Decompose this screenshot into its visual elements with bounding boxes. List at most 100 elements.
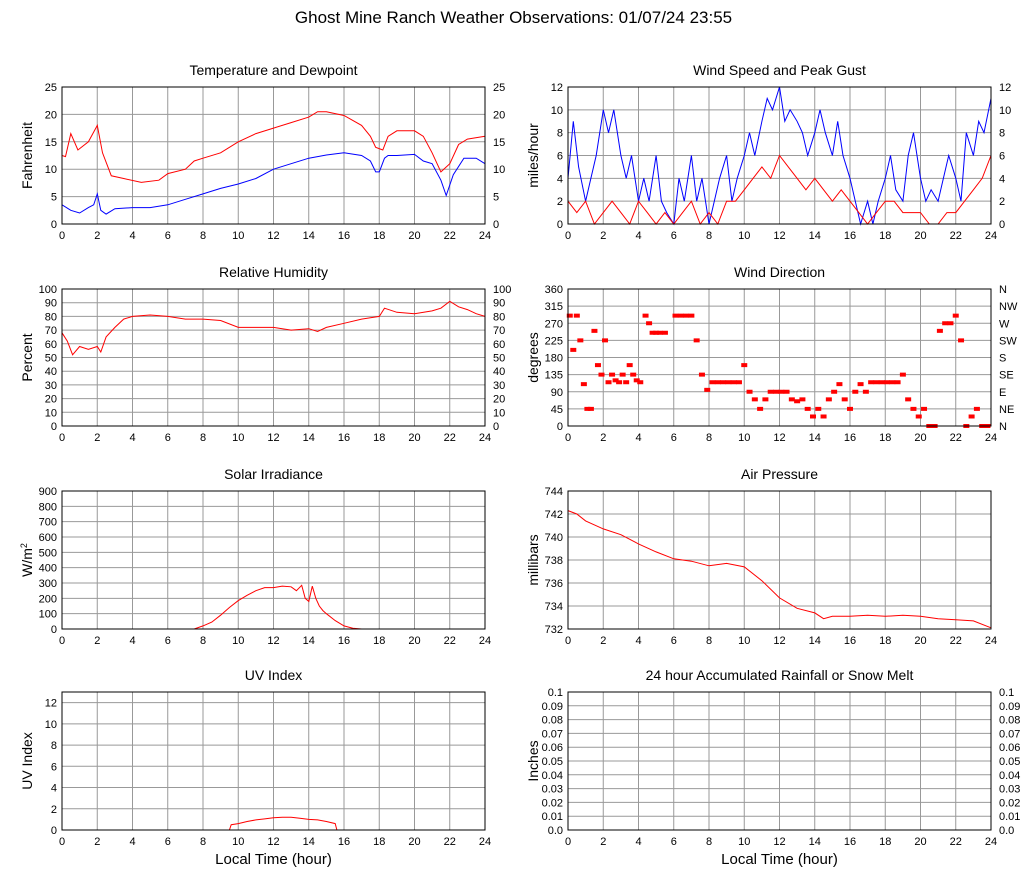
uv-xtick-label: 22 — [444, 836, 456, 848]
rh-xtick-label: 22 — [444, 432, 456, 444]
wdir-point — [656, 330, 663, 335]
rain-ytick-label: 0.03 — [542, 784, 563, 796]
rain-xtick-label: 14 — [809, 836, 821, 848]
rain-ytick-label: 0.08 — [542, 715, 563, 727]
wind-series-red-line — [567, 154, 992, 226]
wdir-point — [831, 389, 838, 394]
rh-ylabel: Percent — [19, 333, 35, 381]
uv-series-red-line — [62, 816, 485, 831]
uv-xtick-label: 14 — [303, 836, 315, 848]
rh-right-tick-label: 20 — [493, 394, 505, 406]
solar-ytick-label: 500 — [39, 547, 57, 559]
wdir-point — [735, 380, 742, 385]
rain-ytick-label: 0.06 — [542, 742, 563, 754]
rh-xtick-label: 4 — [129, 432, 135, 444]
wdir-point — [633, 378, 640, 383]
wind-xtick-label: 10 — [738, 230, 750, 242]
wdir-xtick-label: 0 — [565, 432, 571, 444]
uv-ytick-label: 4 — [51, 783, 57, 795]
rh-right-tick-label: 30 — [493, 380, 505, 392]
wdir-point — [577, 338, 584, 343]
temp-right-tick-label: 15 — [493, 137, 505, 149]
pressure-xtick-label: 4 — [635, 635, 641, 647]
temp-right-tick-label: 5 — [493, 192, 499, 204]
temp-series-red-line — [61, 111, 486, 183]
solar-ylabel: W/m2 — [19, 543, 35, 577]
rain-plot-frame — [567, 691, 992, 831]
uv-ytick-label: 8 — [51, 740, 57, 752]
solar-ytick-label: 700 — [39, 517, 57, 529]
rh-ytick-label: 40 — [45, 366, 57, 378]
wdir-xtick-label: 2 — [600, 432, 606, 444]
rh-xtick-label: 14 — [303, 432, 315, 444]
wdir-point — [741, 363, 748, 368]
pressure-xtick-label: 24 — [985, 635, 997, 647]
rain-right-tick-label: 0.09 — [999, 701, 1020, 713]
wind-xtick-label: 14 — [809, 230, 821, 242]
wdir-point — [921, 406, 928, 411]
wdir-xtick-label: 6 — [671, 432, 677, 444]
wdir-point — [630, 372, 637, 377]
solar-xtick-label: 20 — [408, 635, 420, 647]
wind-xtick-label: 6 — [671, 230, 677, 242]
wdir-right-tick-label: NW — [999, 301, 1018, 313]
solar-xtick-label: 14 — [303, 635, 315, 647]
pressure-xtick-label: 8 — [706, 635, 712, 647]
rain-xtick-label: 0 — [565, 836, 571, 848]
wdir-ytick-label: 315 — [545, 301, 563, 313]
temp-xtick-label: 4 — [129, 230, 135, 242]
uv-xtick-label: 20 — [408, 836, 420, 848]
wdir-point — [868, 380, 875, 385]
solar-title: Solar Irradiance — [224, 466, 323, 482]
wdir-point — [598, 372, 605, 377]
wind-xtick-label: 18 — [879, 230, 891, 242]
wind-right-tick-label: 12 — [999, 82, 1011, 94]
wdir-point — [947, 321, 954, 326]
rain-right-tick-label: 0.06 — [999, 742, 1020, 754]
wdir-point — [958, 338, 965, 343]
rh-ytick-label: 10 — [45, 407, 57, 419]
wdir-point — [952, 313, 959, 318]
wdir-xtick-label: 16 — [844, 432, 856, 444]
pressure-xtick-label: 18 — [879, 635, 891, 647]
wdir-point — [591, 328, 598, 333]
wind-right-tick-label: 10 — [999, 105, 1011, 117]
wdir-point — [649, 330, 656, 335]
wind-right-tick-label: 6 — [999, 151, 1005, 163]
rh-right-tick-label: 90 — [493, 298, 505, 310]
solar-xtick-label: 4 — [129, 635, 135, 647]
wind-ytick-label: 4 — [557, 173, 563, 185]
wdir-point — [884, 380, 891, 385]
wdir-xtick-label: 10 — [738, 432, 750, 444]
uv-ytick-label: 10 — [45, 719, 57, 731]
wdir-point — [794, 399, 801, 404]
rain-xtick-label: 6 — [671, 836, 677, 848]
rh-ytick-label: 30 — [45, 380, 57, 392]
rh-ytick-label: 50 — [45, 353, 57, 365]
wdir-xtick-label: 4 — [635, 432, 641, 444]
wind-xtick-label: 8 — [706, 230, 712, 242]
wdir-point — [725, 380, 732, 385]
wdir-point — [857, 382, 864, 387]
rain-right-tick-label: 0.0 — [999, 825, 1014, 837]
rain-ytick-label: 0.0 — [548, 825, 563, 837]
rain-title: 24 hour Accumulated Rainfall or Snow Mel… — [646, 667, 914, 683]
rain-xlabel: Local Time (hour) — [721, 851, 838, 868]
solar-series-red-line — [62, 584, 485, 630]
rain-ytick-label: 0.04 — [542, 770, 563, 782]
rain-ytick-label: 0.1 — [548, 687, 563, 699]
temp-ytick-label: 25 — [45, 82, 57, 94]
wdir-xtick-label: 8 — [706, 432, 712, 444]
wdir-right-tick-label: E — [999, 387, 1006, 399]
wdir-xtick-label: 24 — [985, 432, 997, 444]
uv-xtick-label: 16 — [338, 836, 350, 848]
wdir-point — [847, 406, 853, 411]
wdir-point — [942, 321, 949, 326]
pressure-xtick-label: 10 — [738, 635, 750, 647]
pressure-ylabel: millibars — [525, 534, 541, 585]
wdir-point — [889, 380, 896, 385]
wdir-point — [899, 372, 906, 377]
wdir-point — [852, 389, 859, 394]
pressure-xtick-label: 16 — [844, 635, 856, 647]
